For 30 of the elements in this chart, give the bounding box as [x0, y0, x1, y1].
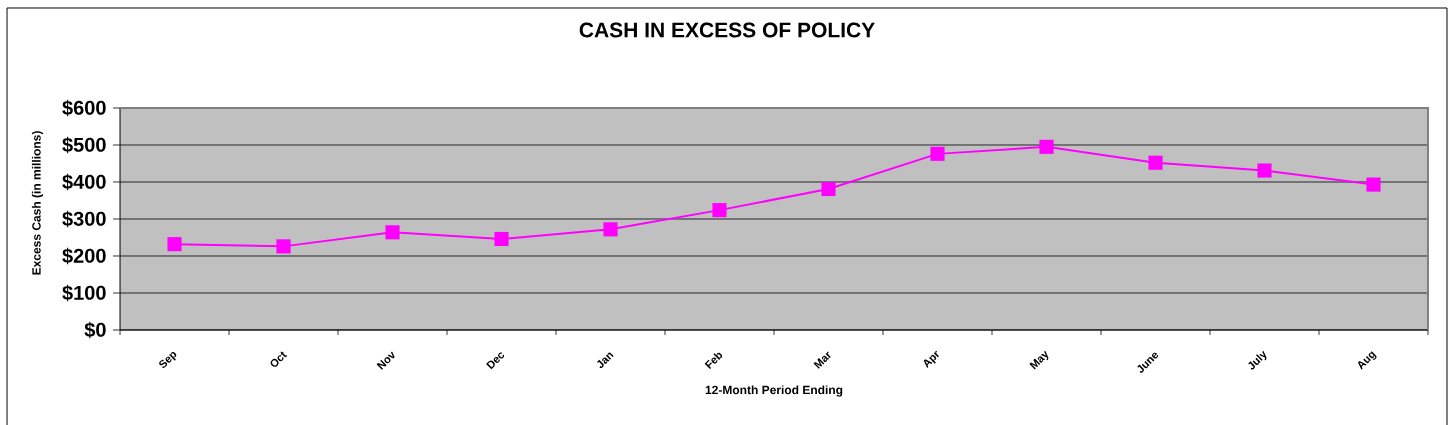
x-tick-label: Dec — [486, 352, 505, 370]
x-tick-label: Mar — [813, 351, 831, 369]
point — [1257, 163, 1272, 178]
point — [167, 237, 182, 252]
x-tick-label: Sep — [159, 351, 177, 368]
y-tick-label: $500 — [62, 136, 106, 154]
y-tick-label: $600 — [62, 99, 106, 117]
y-axis-title: Excess Cash (in millions) — [31, 131, 44, 275]
chart-title: CASH IN EXCESS OF POLICY — [579, 22, 875, 38]
point — [1366, 177, 1381, 192]
point — [494, 231, 509, 247]
point — [930, 146, 945, 161]
x-tick-label: Nov — [376, 351, 395, 370]
point — [603, 222, 618, 237]
point — [1148, 155, 1163, 170]
y-tick-label: $100 — [62, 284, 106, 302]
point — [276, 239, 291, 254]
x-tick-label: Apr — [923, 350, 939, 368]
x-tick-label: Oct — [270, 351, 288, 367]
y-tick-label: $0 — [84, 321, 106, 339]
y-tick-label: $400 — [62, 173, 106, 191]
x-tick-label: Jan — [597, 352, 614, 368]
point — [385, 225, 400, 240]
x-tick-label: Feb — [704, 352, 723, 370]
y-tick-label: $200 — [62, 247, 106, 265]
x-axis-title: 12-Month Period Ending — [705, 385, 843, 397]
point — [821, 181, 836, 197]
point — [712, 203, 727, 218]
y-tick-label: $300 — [62, 210, 106, 228]
point — [1039, 139, 1054, 154]
